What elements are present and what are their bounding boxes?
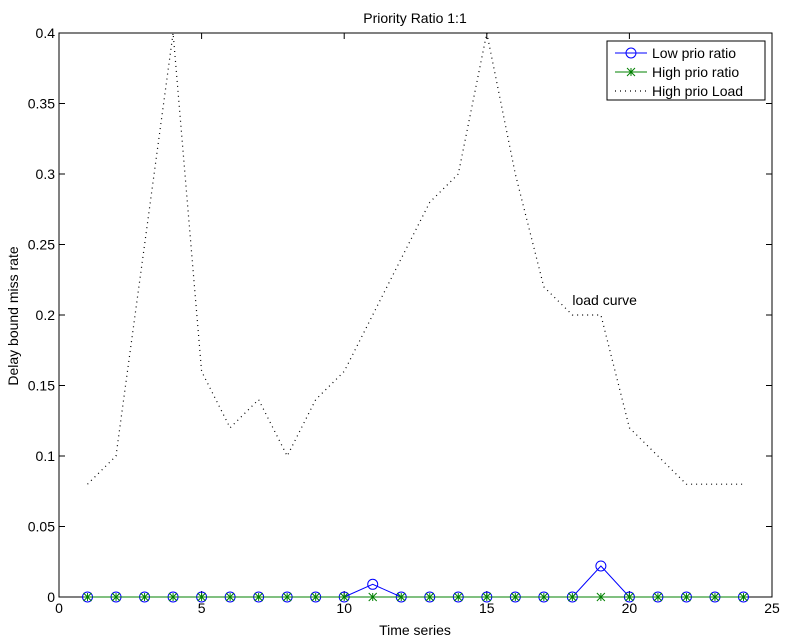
y-tick-label: 0.1 [36,448,56,464]
y-tick-label: 0.3 [36,166,56,182]
legend-label: High prio ratio [652,64,739,80]
data-point-high-prio-ratio [197,592,206,602]
data-point-high-prio-ratio [739,592,748,602]
y-tick-label: 0.2 [36,307,56,323]
x-tick-label: 0 [55,600,63,616]
data-point-high-prio-ratio [425,592,435,602]
data-point-high-prio-ratio [682,592,691,602]
y-tick-label: 0.05 [28,519,55,535]
legend-marker-high-prio-ratio [626,67,636,77]
data-point-high-prio-ratio [168,592,178,602]
x-axis-label: Time series [379,622,451,638]
data-point-high-prio-ratio [539,592,549,602]
data-point-high-prio-ratio [140,592,149,602]
axes-box [58,32,773,598]
x-tick-label: 5 [198,600,206,616]
legend-marker-low-prio-ratio [625,47,637,59]
series-line-low-prio-ratio [87,565,744,598]
data-point-high-prio-ratio [339,592,349,602]
y-axis-label: Delay bound miss rate [5,246,21,386]
x-tick-label: 10 [336,600,352,616]
x-tick-label: 20 [622,600,638,616]
legend-box [606,40,766,101]
series-line-high-prio-load [87,32,744,485]
chart-title: Priority Ratio 1:1 [363,10,467,26]
data-point-high-prio-ratio [254,592,263,602]
data-point-high-prio-ratio [710,592,720,602]
data-point-high-prio-ratio [453,592,463,602]
data-point-high-prio-ratio [396,592,406,602]
data-point-high-prio-ratio [311,592,321,602]
data-point-high-prio-ratio [653,592,663,602]
y-tick-label: 0 [47,589,55,605]
data-point-high-prio-ratio [83,592,92,602]
y-tick-label: 0.35 [28,96,55,112]
data-point-high-prio-ratio [625,592,634,602]
data-point-high-prio-ratio [111,592,121,602]
y-tick-label: 0.15 [28,378,55,394]
data-point-low-prio-ratio [595,560,607,572]
annotation-label: load curve [572,292,637,308]
y-tick-label: 0.25 [28,237,55,253]
x-tick-label: 15 [479,600,495,616]
legend-label: Low prio ratio [652,45,736,61]
x-tick-label: 25 [764,600,780,616]
data-point-high-prio-ratio [225,592,235,602]
y-tick-label: 0.4 [36,25,56,41]
data-point-low-prio-ratio [367,578,379,590]
data-point-high-prio-ratio [568,592,577,602]
plot-area: 0 5 10 15 20 25 0 0.05 0.1 0.15 0.2 0.25 0.3 0.35 0.4 l… [28,25,780,616]
data-point-high-prio-ratio [596,592,606,602]
legend: Low prio ratio High prio ratio High prio L… [606,40,766,101]
data-point-high-prio-ratio [368,592,378,602]
data-point-high-prio-ratio [282,592,292,602]
legend-label: High prio Load [652,83,743,99]
data-point-high-prio-ratio [510,592,520,602]
data-point-high-prio-ratio [482,592,492,602]
